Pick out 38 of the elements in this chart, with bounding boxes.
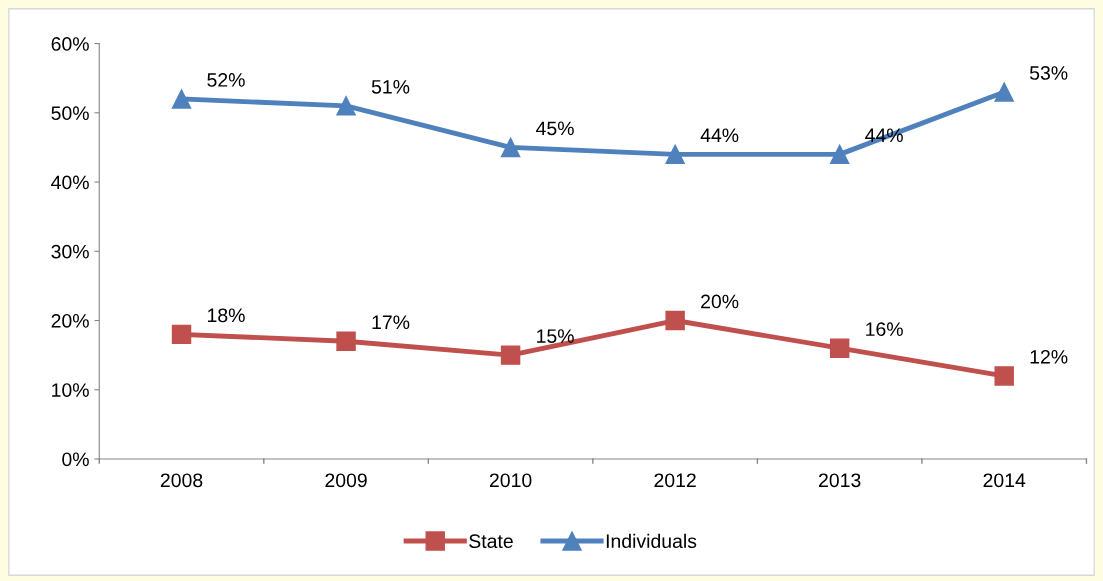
point: [500, 345, 521, 365]
point: [829, 338, 850, 358]
data-label: 52%: [207, 73, 245, 87]
point: [994, 366, 1014, 386]
data-label: 20%: [701, 294, 739, 309]
point: [829, 144, 850, 165]
data-label: 15%: [537, 329, 574, 343]
y-tick-label: 40%: [51, 175, 89, 190]
data-label: 18%: [208, 308, 245, 323]
point: [500, 137, 521, 158]
data-label: 53%: [1029, 66, 1068, 80]
data-label: 12%: [1030, 349, 1068, 364]
y-tick-label: 60%: [51, 37, 89, 51]
point: [336, 331, 356, 352]
y-tick-label: 0%: [62, 452, 89, 467]
y-tick-label: 50%: [51, 106, 89, 121]
point: [171, 89, 192, 109]
data-label: 16%: [866, 322, 903, 337]
point: [994, 82, 1014, 102]
x-tick-label: 2012: [654, 473, 696, 488]
legend-label: State: [469, 534, 513, 549]
y-tick-label: 30%: [51, 244, 89, 259]
x-tick-label: 2014: [983, 473, 1026, 488]
legend-label: Individuals: [606, 533, 697, 549]
data-label: 44%: [700, 128, 739, 143]
point: [336, 96, 356, 116]
x-tick-label: 2008: [160, 473, 203, 488]
x-tick-label: 2013: [819, 473, 861, 488]
data-label: 17%: [372, 315, 410, 330]
point: [171, 324, 192, 345]
y-tick-label: 20%: [51, 313, 89, 328]
point: [665, 144, 685, 165]
x-tick-label: 2010: [489, 473, 532, 488]
data-label: 45%: [536, 121, 574, 136]
x-tick-label: 2009: [325, 473, 367, 488]
data-label: 51%: [371, 80, 410, 94]
point: [665, 310, 685, 331]
y-tick-label: 10%: [52, 383, 89, 397]
